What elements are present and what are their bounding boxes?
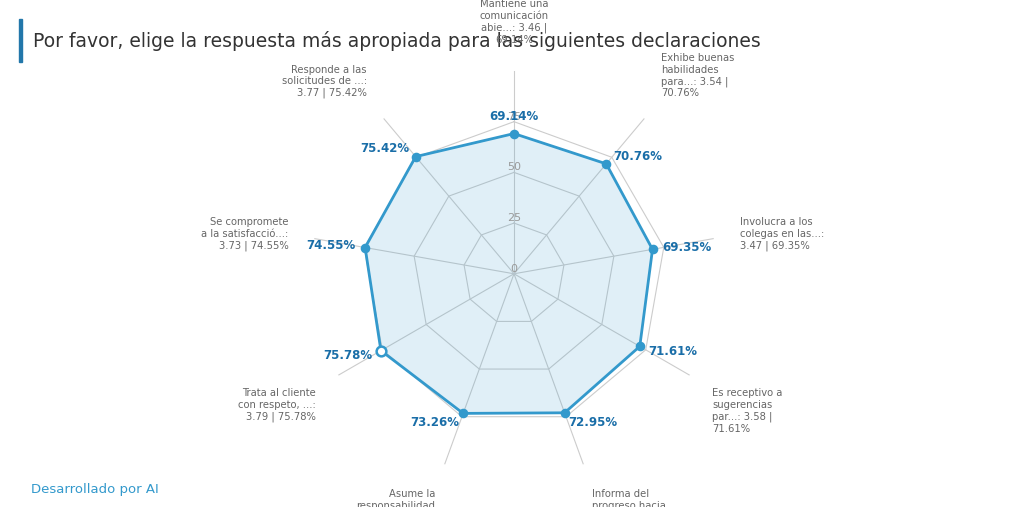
Text: Mantiene una
comunicación
abie...: 3.46 |
69.14%: Mantiene una comunicación abie...: 3.46 … <box>479 0 549 45</box>
Point <box>357 243 373 251</box>
Point <box>631 342 648 350</box>
Point <box>506 129 522 137</box>
Text: Trata al cliente
con respeto, ...:
3.79 | 75.78%: Trata al cliente con respeto, ...: 3.79 … <box>237 388 316 422</box>
Point <box>645 245 661 254</box>
Point <box>455 409 472 417</box>
Text: 69.35%: 69.35% <box>662 241 711 254</box>
Text: 73.26%: 73.26% <box>411 416 460 429</box>
Text: Se compromete
a la satisfacció...:
3.73 | 74.55%: Se compromete a la satisfacció...: 3.73 … <box>201 217 288 251</box>
Text: 50: 50 <box>507 162 521 172</box>
Text: Responde a las
solicitudes de ...:
3.77 | 75.42%: Responde a las solicitudes de ...: 3.77 … <box>282 64 367 98</box>
Point <box>556 409 573 417</box>
Text: Informa del
progreso hacia
los...: 3.65 |
72.95%: Informa del progreso hacia los...: 3.65 … <box>592 489 666 507</box>
Text: 69.14%: 69.14% <box>489 111 539 123</box>
Text: Por favor, elige la respuesta más apropiada para las siguientes declaraciones: Por favor, elige la respuesta más apropi… <box>33 30 761 51</box>
Polygon shape <box>365 133 653 413</box>
Text: Exhibe buenas
habilidades
para...: 3.54 |
70.76%: Exhibe buenas habilidades para...: 3.54 … <box>661 53 735 98</box>
Text: Involucra a los
colegas en las...:
3.47 | 69.35%: Involucra a los colegas en las...: 3.47 … <box>740 217 823 251</box>
Text: 75.42%: 75.42% <box>360 142 409 155</box>
Text: 74.55%: 74.55% <box>306 239 355 252</box>
Text: Asume la
responsabilidad
desig...: 3.66 |
73.26%: Asume la responsabilidad desig...: 3.66 … <box>357 489 436 507</box>
Point <box>598 160 615 168</box>
Text: 0: 0 <box>511 264 517 274</box>
Text: Desarrollado por AI: Desarrollado por AI <box>31 483 158 496</box>
Text: 75.78%: 75.78% <box>323 349 372 362</box>
Point <box>407 153 424 161</box>
Text: Es receptivo a
sugerencias
par...: 3.58 |
71.61%: Es receptivo a sugerencias par...: 3.58 … <box>712 388 783 433</box>
Text: 75: 75 <box>507 112 521 122</box>
Bar <box>19 19 22 62</box>
Text: 71.61%: 71.61% <box>649 345 698 358</box>
Text: 70.76%: 70.76% <box>613 150 662 163</box>
Text: 25: 25 <box>507 213 521 223</box>
Text: 72.95%: 72.95% <box>568 416 617 429</box>
